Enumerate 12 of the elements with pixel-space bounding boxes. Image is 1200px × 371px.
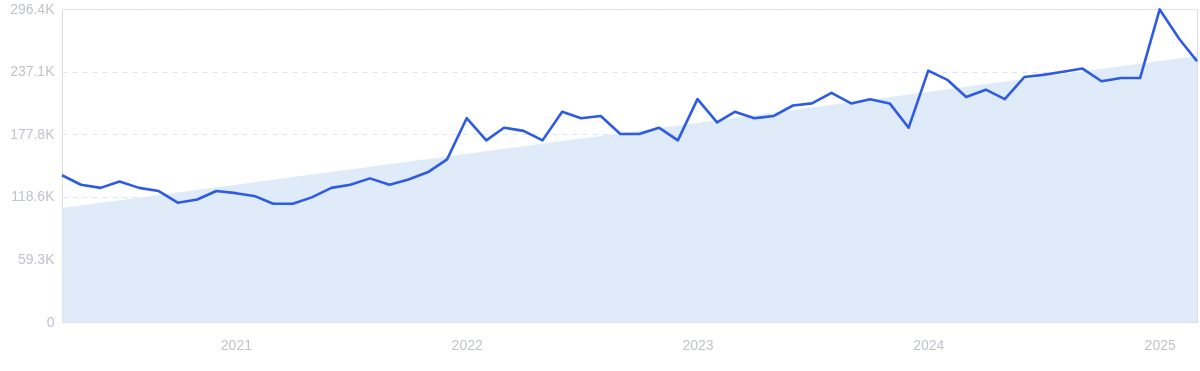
y-tick-label: 296.4K (10, 0, 56, 17)
x-tick-label: 2022 (451, 336, 483, 353)
y-tick-label: 59.3K (17, 250, 56, 267)
y-tick-label: 237.1K (10, 63, 56, 80)
line-series (60, 8, 1199, 206)
x-tick-label: 2021 (220, 336, 253, 353)
y-tick-label: 0 (46, 313, 55, 330)
y-tick-label: 177.8K (10, 125, 56, 142)
x-tick-label: 2024 (913, 336, 945, 353)
x-tick-label: 2023 (682, 336, 714, 353)
x-tick-label: 2025 (1144, 336, 1176, 353)
y-tick-label: 118.6K (11, 188, 56, 205)
